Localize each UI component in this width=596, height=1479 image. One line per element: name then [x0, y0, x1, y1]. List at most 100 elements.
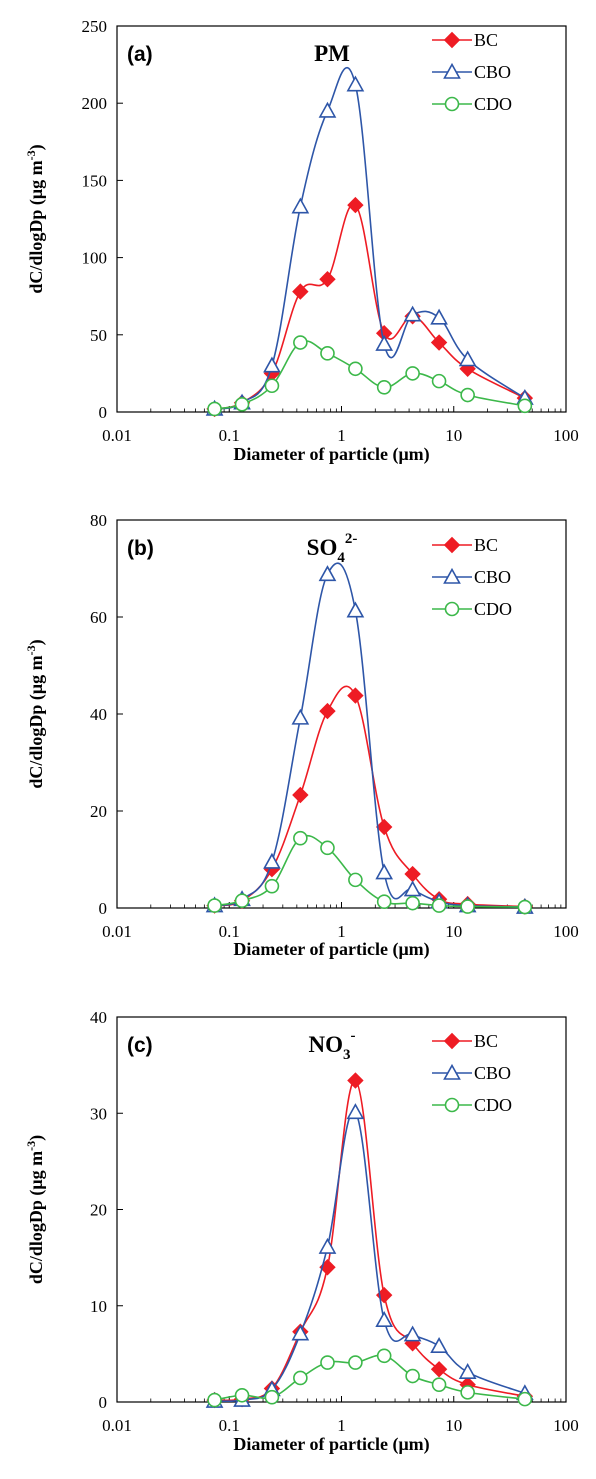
data-point-CDO — [320, 346, 335, 361]
x-tick-label: 10 — [445, 426, 462, 445]
data-point-BC — [292, 786, 309, 804]
data-point-CBO — [375, 1311, 394, 1327]
series-CDO — [207, 1348, 533, 1408]
legend-label-CDO: CDO — [474, 1095, 512, 1115]
data-point-CDO — [207, 1392, 222, 1408]
y-axis-label-text: dC/dlogDp (μg m — [26, 655, 47, 788]
y-axis-label: dC/dlogDp (μg m-3) — [24, 144, 47, 293]
data-point-CDO — [405, 895, 420, 911]
series-line-BC — [214, 203, 526, 410]
series-line-BC — [214, 1079, 526, 1402]
chart-title-subscript: 4 — [337, 550, 345, 566]
x-tick-label: 10 — [445, 1416, 462, 1435]
data-point-BC — [347, 196, 364, 214]
x-tick-label: 100 — [553, 426, 579, 445]
data-point-BC — [292, 283, 309, 300]
y-tick-label: 30 — [90, 1104, 107, 1123]
data-point-CDO — [460, 899, 475, 914]
legend-label-CBO: CBO — [474, 567, 511, 587]
panel-label: (b) — [127, 537, 154, 560]
data-point-BC — [430, 334, 448, 351]
series-CBO — [205, 66, 534, 416]
chart-title-text: SO — [307, 535, 338, 560]
data-point-CBO — [318, 565, 337, 582]
legend-marker-CDO — [444, 601, 460, 617]
legend: BC CBO CDO — [432, 30, 512, 114]
data-point-CBO — [291, 1324, 310, 1341]
data-point-CDO — [320, 840, 335, 856]
data-point-CDO — [376, 894, 392, 909]
series-CBO — [205, 1103, 534, 1408]
panel-label: (c) — [127, 1034, 153, 1057]
legend-label-BC: BC — [474, 535, 498, 555]
data-point-CBO — [430, 1337, 448, 1353]
data-point-CDO — [348, 361, 363, 377]
y-tick-label: 60 — [90, 608, 107, 627]
data-point-CDO — [234, 893, 250, 909]
x-tick-label: 0.1 — [219, 1416, 240, 1435]
y-tick-label: 50 — [90, 326, 107, 345]
data-point-CDO — [348, 872, 363, 888]
legend-marker-CDO — [444, 96, 460, 112]
data-point-CDO — [234, 1387, 250, 1403]
data-point-CDO — [405, 366, 420, 381]
x-tick-label: 100 — [553, 922, 579, 941]
data-point-CDO — [431, 373, 447, 389]
data-point-CBO — [263, 852, 281, 869]
y-tick-label: 150 — [82, 171, 108, 190]
y-tick-label: 40 — [90, 705, 107, 724]
data-point-CBO — [318, 1237, 337, 1254]
series-line-CDO — [214, 834, 525, 908]
data-point-CDO — [293, 830, 308, 846]
data-point-CDO — [264, 1389, 280, 1405]
legend-marker-BC — [443, 1032, 461, 1050]
data-point-CDO — [517, 1391, 533, 1407]
x-tick-label: 100 — [553, 1416, 579, 1435]
y-axis-label-end: ) — [26, 639, 47, 645]
series-CDO — [207, 335, 533, 417]
legend-label-CBO: CBO — [474, 62, 511, 82]
legend-marker-CBO — [443, 1063, 461, 1080]
x-tick-label: 10 — [445, 922, 462, 941]
y-axis-label-text: dC/dlogDp (μg m — [26, 1151, 47, 1284]
data-point-CDO — [431, 1377, 447, 1392]
data-point-CDO — [517, 899, 533, 915]
chart-panel-3: 0.01 0.1 1 10 100 0 10 20 30 40 (c) NO3- Diameter of… — [24, 1008, 579, 1455]
x-axis-label: Diameter of particle (μm) — [233, 444, 429, 465]
data-point-CBO — [291, 197, 310, 214]
series-CDO — [207, 830, 533, 915]
y-tick-label: 20 — [90, 1201, 107, 1220]
legend-label-BC: BC — [474, 30, 498, 50]
legend-label-CBO: CBO — [474, 1063, 511, 1083]
legend-marker-BC — [443, 536, 461, 554]
series-BC — [206, 685, 534, 915]
data-point-CDO — [264, 878, 280, 894]
data-point-CDO — [207, 898, 222, 913]
x-tick-label: 0.01 — [102, 1416, 132, 1435]
data-point-BC — [319, 271, 336, 288]
x-tick-label: 0.01 — [102, 426, 132, 445]
y-tick-label: 100 — [82, 249, 108, 268]
data-point-CBO — [403, 880, 422, 897]
x-tick-label: 1 — [337, 1416, 346, 1435]
series-line-CBO — [214, 66, 526, 410]
chart-title-text: NO — [309, 1032, 344, 1057]
legend-marker-CBO — [443, 567, 461, 584]
data-point-CDO — [376, 379, 392, 395]
y-tick-label: 80 — [90, 511, 107, 530]
x-tick-label: 0.01 — [102, 922, 132, 941]
data-point-CDO — [405, 1368, 420, 1384]
data-point-CDO — [320, 1355, 335, 1370]
data-point-CDO — [517, 398, 533, 414]
data-point-CDO — [460, 1385, 475, 1400]
y-tick-label: 0 — [99, 899, 108, 918]
panel-label: (a) — [127, 43, 153, 66]
y-tick-label: 200 — [82, 94, 108, 113]
data-point-CBO — [346, 601, 365, 618]
x-tick-label: 1 — [337, 426, 346, 445]
chart-title-subscript: 3 — [343, 1047, 351, 1063]
data-point-CDO — [234, 396, 250, 412]
y-axis-label: dC/dlogDp (μg m-3) — [24, 1135, 47, 1284]
data-point-CDO — [264, 378, 280, 394]
